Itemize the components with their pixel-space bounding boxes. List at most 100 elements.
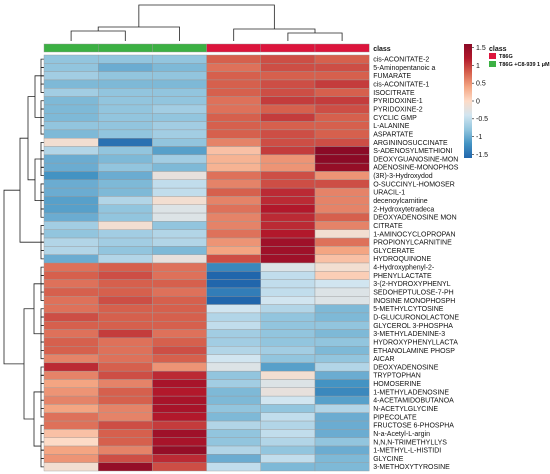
heatmap-cell-r21-c1 [97, 229, 153, 239]
heatmap-cell-r13-c0 [43, 162, 99, 172]
row-label: TRYPTOPHAN [373, 373, 421, 380]
colorbar-tick-label: 0.5 [476, 81, 486, 88]
heatmap-cell-r8-c4 [260, 121, 316, 131]
heatmap-cell-r33-c4 [260, 329, 316, 339]
heatmap-cell-r3-c5 [314, 79, 370, 89]
legend-swatch [489, 53, 496, 59]
row-label: 2-Hydroxytetradeca [373, 206, 434, 213]
heatmap-cell-r41-c1 [97, 395, 153, 405]
heatmap-cell-r49-c0 [43, 462, 99, 472]
heatmap-cell-r1-c3 [206, 63, 262, 72]
heatmap-cell-r2-c2 [152, 71, 207, 81]
heatmap-cell-r9-c4 [260, 129, 316, 139]
row-branch-leaf [40, 58, 44, 68]
row-branch-leaf [40, 141, 44, 152]
row-label: (3R)-3-Hydroxydod [373, 173, 433, 180]
row-branch-leaf [40, 433, 44, 443]
heatmap-cell-r1-c5 [314, 63, 370, 72]
heatmap-cell-r31-c0 [43, 312, 99, 322]
heatmap-cell-r8-c1 [97, 121, 153, 131]
row-label: 4-ACETAMIDOBUTANOA [373, 398, 454, 405]
row-label: GLYCINE [373, 456, 404, 463]
heatmap-cell-r11-c3 [206, 146, 262, 156]
row-label: HYDROQUINONE [373, 256, 431, 263]
heatmap-cell-r34-c4 [260, 337, 316, 347]
row-label: N-a-Acetyl-L-argin [373, 431, 430, 438]
heatmap-cell-r41-c5 [314, 395, 370, 405]
row-label: ISOCITRATE [373, 90, 415, 97]
heatmap-cell-r29-c1 [97, 296, 153, 305]
heatmap-cell-r42-c3 [206, 404, 262, 413]
row-branch-leaf [40, 366, 44, 376]
heatmap-cell-r40-c2 [152, 387, 207, 397]
row-label: cis-ACONITATE-2 [373, 57, 429, 64]
heatmap-cell-r33-c5 [314, 329, 370, 339]
heatmap-cell-r25-c5 [314, 262, 370, 272]
row-branch-leaf [40, 283, 44, 293]
heatmap-cell-r44-c4 [260, 420, 316, 430]
heatmap-cell-r24-c4 [260, 254, 316, 264]
heatmap-cell-r30-c1 [97, 304, 153, 314]
heatmap-cell-r21-c4 [260, 229, 316, 239]
heatmap-cell-r12-c4 [260, 154, 316, 164]
heatmap-cell-r2-c1 [97, 71, 153, 81]
heatmap-cell-r19-c0 [43, 212, 99, 222]
heatmap-cell-r49-c4 [260, 462, 316, 472]
heatmap-cell-r9-c0 [43, 129, 99, 139]
heatmap-cell-r31-c5 [314, 312, 370, 322]
row-label: 3-METHYLADENINE-3 [373, 331, 445, 338]
row-branch-leaf [40, 308, 44, 318]
row-label: N,N,N-TRIMETHYLLYS [373, 439, 447, 446]
heatmap-cell-r46-c2 [152, 437, 207, 447]
heatmap-cell-r23-c2 [152, 246, 207, 255]
heatmap-cell-r42-c5 [314, 404, 370, 413]
heatmap-cell-r39-c5 [314, 379, 370, 389]
row-label: ARGININOSUCCINATE [373, 140, 448, 147]
heatmap-cell-r43-c3 [206, 412, 262, 422]
row-label: cis-ACONITATE-1 [373, 82, 429, 89]
heatmap-cell-r27-c3 [206, 279, 262, 289]
heatmap-cell-r11-c0 [43, 146, 99, 156]
heatmap-cell-r49-c5 [314, 462, 370, 472]
heatmap-cell-r26-c1 [97, 271, 153, 280]
heatmap-cell-r25-c4 [260, 262, 316, 272]
row-branch-leaf [40, 408, 44, 418]
row-branch-leaf [40, 383, 44, 393]
row-label: CYCLIC GMP [373, 115, 417, 122]
heatmap-cell-r19-c3 [206, 212, 262, 222]
row-branch [34, 75, 41, 118]
heatmap-cell-r43-c1 [97, 412, 153, 422]
heatmap-cell-r37-c0 [43, 362, 99, 372]
heatmap-cell-r26-c2 [152, 271, 207, 280]
col-branch-root [138, 4, 275, 29]
heatmap-cell-r10-c4 [260, 137, 316, 147]
row-branch-leaf [40, 391, 44, 401]
heatmap-cell-r21-c3 [206, 229, 262, 239]
row-branch [33, 283, 41, 335]
heatmap-cell-r10-c2 [152, 137, 207, 147]
heatmap-cell-r13-c4 [260, 162, 316, 172]
heatmap-cell-r3-c2 [152, 79, 207, 89]
heatmap-cell-r28-c0 [43, 287, 99, 297]
row-branch-leaf [40, 67, 44, 77]
colorbar-tick-label: -1 [476, 134, 482, 141]
heatmap-cell-r0-c5 [314, 54, 370, 64]
row-branch-leaf [40, 424, 44, 434]
heatmap-cell-r41-c0 [43, 395, 99, 405]
heatmap-cell-r3-c4 [260, 79, 316, 89]
row-branch-leaf [40, 374, 44, 385]
heatmap-cell-r16-c2 [152, 187, 207, 197]
heatmap-cell-r3-c3 [206, 79, 262, 89]
heatmap-cell-r24-c2 [152, 254, 207, 264]
heatmap-cell-r7-c0 [43, 113, 99, 122]
row-branch-leaf [40, 150, 44, 160]
row-label: SEDOHEPTULOSE-7-PH [373, 290, 454, 297]
row-label: PYRIDOXINE-1 [373, 98, 423, 105]
heatmap-cell-r4-c5 [314, 88, 370, 97]
heatmap-cell-r22-c2 [152, 237, 207, 247]
row-label: HOMOSERINE [373, 381, 421, 388]
heatmap-cell-r48-c0 [43, 454, 99, 463]
heatmap-cell-r2-c4 [260, 71, 316, 81]
heatmap-cell-r30-c2 [152, 304, 207, 314]
heatmap-cell-r0-c3 [206, 54, 262, 64]
